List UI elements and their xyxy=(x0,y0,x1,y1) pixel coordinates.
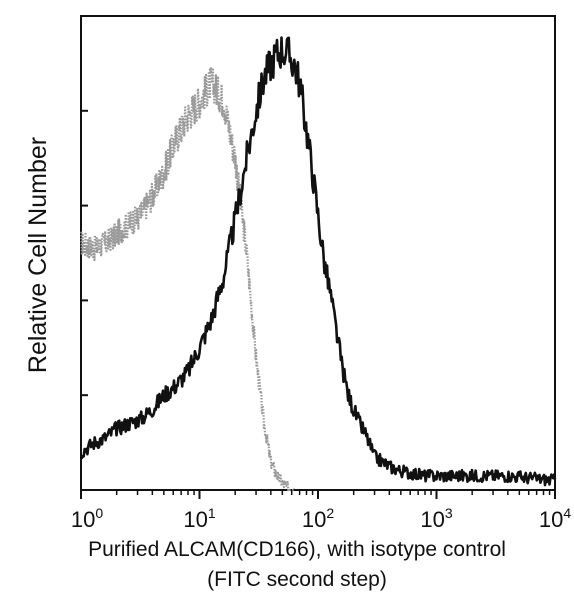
x-axis-title-line2: (FITC second step) xyxy=(207,568,387,591)
tick-label-layer: 100 101 102 103 104 xyxy=(71,505,571,532)
alcam-histogram-line xyxy=(80,36,557,487)
x-tick-label: 100 xyxy=(71,505,103,532)
x-tick-label: 101 xyxy=(183,505,215,532)
x-tick-label: 103 xyxy=(420,505,452,532)
tick-layer xyxy=(80,15,556,499)
series-layer xyxy=(80,36,557,492)
x-tick-label: 102 xyxy=(302,505,334,532)
y-axis-title: Relative Cell Number xyxy=(24,137,52,373)
x-tick-label: 104 xyxy=(539,505,571,532)
x-axis-title: Purified ALCAM(CD166), with isotype cont… xyxy=(88,538,506,561)
isotype-control-histogram-line xyxy=(80,66,296,492)
